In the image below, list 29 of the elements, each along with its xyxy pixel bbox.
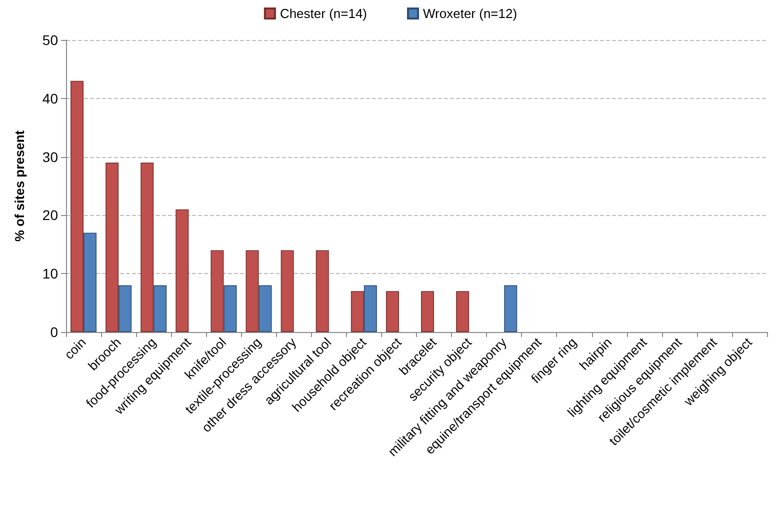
legend-label: Chester (n=14) (280, 6, 368, 21)
bar (280, 250, 294, 332)
bar (350, 291, 364, 332)
y-tick-label: 10 (42, 266, 58, 282)
bar (176, 209, 189, 332)
bar (316, 250, 329, 332)
bar (118, 285, 132, 332)
y-tick-label: 20 (42, 207, 58, 224)
bar (140, 162, 154, 332)
bar (421, 291, 434, 332)
y-tick-label: 50 (42, 32, 58, 48)
bar (456, 291, 470, 332)
bar (154, 285, 167, 332)
bar (210, 250, 224, 332)
bar (246, 250, 259, 332)
bar (364, 285, 377, 332)
y-tick-label: 40 (42, 90, 58, 106)
x-tick-label: coin (61, 334, 89, 362)
bar (84, 232, 97, 332)
bar (504, 285, 518, 332)
legend-label: Wroxeter (n=12) (423, 6, 518, 21)
bar (70, 80, 84, 332)
y-axis-title: % of sites present (12, 130, 27, 242)
bar (224, 285, 237, 332)
bar (106, 162, 119, 332)
y-tick-label: 0 (50, 324, 58, 340)
bar (258, 285, 272, 332)
y-tick-label: 30 (42, 148, 58, 165)
bar (386, 291, 399, 332)
